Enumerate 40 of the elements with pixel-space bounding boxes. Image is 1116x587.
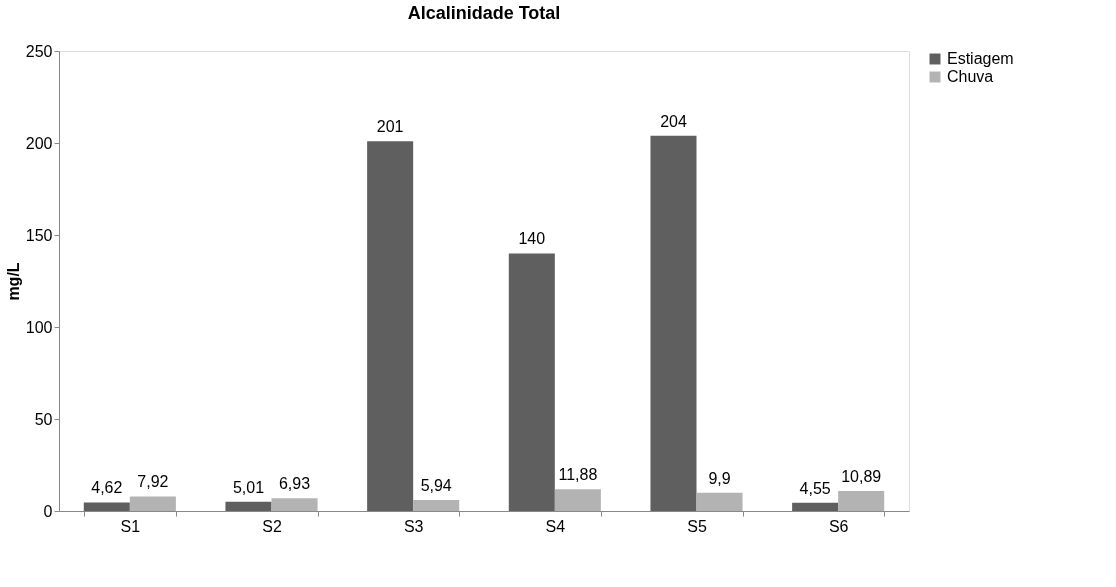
x-tick-label: S2 xyxy=(262,517,282,535)
legend-label: Estiagem xyxy=(947,50,1014,67)
bar xyxy=(83,502,130,511)
y-tick-label: 0 xyxy=(43,502,53,520)
bar xyxy=(792,502,839,511)
bar xyxy=(838,490,885,511)
data-label: 204 xyxy=(660,112,687,130)
data-label: 4,55 xyxy=(799,479,831,497)
x-tick-label: S3 xyxy=(403,517,424,535)
bar xyxy=(367,141,414,511)
data-label: 9,9 xyxy=(708,469,731,487)
bar xyxy=(413,500,460,511)
bar xyxy=(554,489,601,511)
x-tick-label: S1 xyxy=(120,517,141,535)
y-tick-label: 250 xyxy=(25,42,53,60)
y-tick-label: 50 xyxy=(34,410,53,428)
y-tick-label: 200 xyxy=(25,134,53,152)
data-label: 201 xyxy=(376,118,404,136)
legend-label: Chuva xyxy=(947,68,994,85)
x-tick-label: S5 xyxy=(687,517,707,535)
bar xyxy=(696,492,743,511)
y-tick-label: 150 xyxy=(25,226,53,244)
y-axis-title: mg/L xyxy=(4,262,22,301)
data-label: 4,62 xyxy=(91,479,123,497)
bar xyxy=(129,496,176,511)
chart-title: Alcalinidade Total xyxy=(407,3,561,23)
data-label: 11,88 xyxy=(558,466,598,484)
data-label: 5,94 xyxy=(420,477,452,495)
data-label: 5,01 xyxy=(232,478,265,496)
bar xyxy=(650,135,697,511)
y-tick-label: 100 xyxy=(25,318,53,336)
data-label: 6,93 xyxy=(278,475,311,493)
data-label: 7,92 xyxy=(137,473,169,491)
data-label: 140 xyxy=(518,230,546,248)
bar xyxy=(508,253,555,511)
x-tick-label: S4 xyxy=(545,517,566,535)
bar xyxy=(225,501,272,511)
bar xyxy=(271,498,318,511)
data-label: 10,89 xyxy=(841,467,882,485)
x-tick-label: S6 xyxy=(828,517,849,535)
